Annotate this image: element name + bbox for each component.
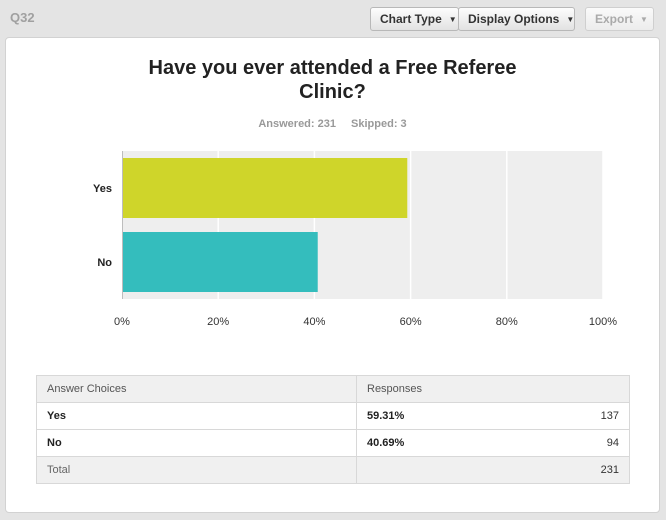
table-row: Yes 59.31% 137 [36,402,630,430]
bar-chart: 0% 20% 40% 60% 80% 100% Yes No [93,151,617,328]
display-options-button[interactable]: Display Options ▼ [458,7,575,31]
caret-down-icon: ▼ [566,14,575,24]
total-label: Total [36,456,357,484]
skipped-count: Skipped: 3 [351,118,407,130]
question-number: Q32 [10,10,35,25]
x-tick-label: 20% [207,316,229,328]
chart-type-label: Chart Type [380,12,442,26]
table-header-row: Answer Choices Responses [36,375,630,403]
chart-type-button[interactable]: Chart Type ▼ [370,7,459,31]
x-tick-label: 40% [303,316,325,328]
x-tick-label: 0% [114,316,130,328]
question-card: Have you ever attended a Free Referee Cl… [5,37,660,513]
question-title-line2: Clinic? [299,81,366,103]
x-tick-label: 80% [496,316,518,328]
total-count: 231 [559,456,630,484]
bar-yes [123,158,408,218]
response-percent: 40.69% [356,429,560,457]
total-spacer [356,456,560,484]
response-table: Answer Choices Responses Yes 59.31% 137 … [36,375,630,484]
column-header-choices: Answer Choices [36,375,357,403]
category-label: No [97,257,112,269]
display-options-label: Display Options [468,12,560,26]
response-stats: Answered: 231 Skipped: 3 [6,118,659,130]
answer-choice: No [36,429,357,457]
response-percent: 59.31% [356,402,560,430]
table-row: No 40.69% 94 [36,429,630,457]
question-title-line1: Have you ever attended a Free Referee [148,57,517,79]
answer-choice: Yes [36,402,357,430]
response-count: 94 [559,429,630,457]
caret-down-icon: ▼ [448,14,457,24]
table-total-row: Total 231 [36,456,630,484]
question-title: Have you ever attended a Free Referee Cl… [6,56,659,104]
x-tick-label: 60% [400,316,422,328]
response-count: 137 [559,402,630,430]
export-button[interactable]: Export ▼ [585,7,654,31]
answered-count: Answered: 231 [258,118,336,130]
bar-no [123,232,318,292]
column-header-responses: Responses [356,375,630,403]
question-header: Q32 Chart Type ▼ Display Options ▼ Expor… [0,0,666,36]
category-label: Yes [93,183,112,195]
caret-down-icon: ▼ [640,14,648,24]
export-label: Export [595,12,634,26]
x-tick-label: 100% [589,316,617,328]
